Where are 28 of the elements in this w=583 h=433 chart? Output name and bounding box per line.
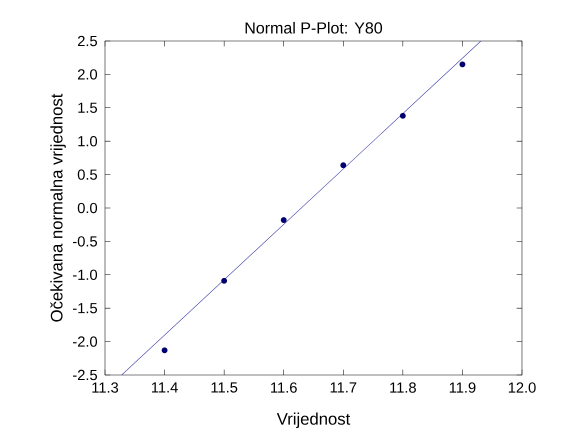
point	[400, 113, 406, 119]
x-tick-label: 11.6	[271, 382, 297, 393]
point	[280, 217, 287, 224]
y-axis-title: Očekivana normalna vrijednost	[50, 94, 66, 322]
x-tick-label: 11.5	[212, 382, 238, 393]
y-tick-label: -0.5	[73, 236, 97, 247]
y-tick-label: 0.5	[78, 170, 97, 180]
x-tick-label: 11.8	[390, 382, 416, 393]
y-tick-label: -2.5	[73, 370, 97, 380]
x-axis-title: Vrijednost	[276, 412, 350, 428]
y-tick-label: 2.0	[78, 69, 98, 80]
point	[340, 162, 346, 168]
x-tick-label: 12.0	[508, 382, 536, 393]
y-tick-label: -1.0	[73, 270, 98, 280]
x-tick-label: 11.3	[92, 382, 118, 393]
point	[162, 348, 168, 354]
y-tick-label: 1.5	[78, 102, 97, 114]
chart-title: Normal P-Plot: Y80	[246, 22, 382, 34]
point	[459, 62, 466, 68]
y-tick-label: 0.0	[78, 203, 98, 214]
y-tick-label: 1.0	[78, 136, 98, 147]
x-tick-label: 11.9	[450, 382, 476, 393]
y-tick-label: -2.0	[73, 336, 98, 347]
y-tick-label: -1.5	[73, 303, 97, 314]
point	[221, 278, 228, 284]
y-tick-label: 2.5	[78, 36, 97, 46]
x-tick-label: 11.4	[152, 382, 178, 393]
x-tick-label: 11.7	[330, 382, 356, 393]
